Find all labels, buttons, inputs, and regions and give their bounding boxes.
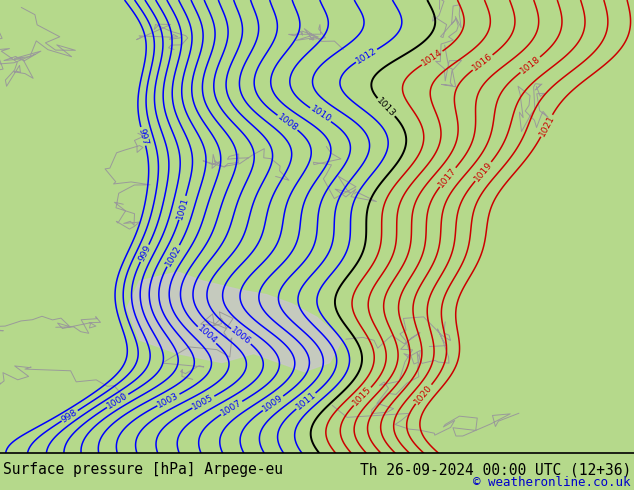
Text: © weatheronline.co.uk: © weatheronline.co.uk — [474, 476, 631, 489]
Text: 1009: 1009 — [261, 393, 285, 414]
Text: 1000: 1000 — [105, 391, 130, 411]
Text: 1016: 1016 — [470, 52, 495, 73]
Text: 1012: 1012 — [354, 46, 378, 66]
Text: 1018: 1018 — [519, 54, 542, 75]
Text: 1011: 1011 — [294, 390, 318, 412]
Text: 1017: 1017 — [437, 166, 458, 189]
Text: 1006: 1006 — [229, 326, 253, 347]
Text: 1014: 1014 — [420, 48, 444, 68]
Text: 1007: 1007 — [219, 398, 243, 417]
Text: 1019: 1019 — [472, 160, 494, 183]
Text: 997: 997 — [137, 127, 150, 146]
Text: 999: 999 — [137, 244, 152, 263]
Text: 1005: 1005 — [191, 392, 216, 412]
Text: 1001: 1001 — [175, 196, 190, 220]
Polygon shape — [127, 272, 342, 371]
Text: Th 26-09-2024 00:00 UTC (12+36): Th 26-09-2024 00:00 UTC (12+36) — [359, 463, 631, 477]
Text: 1010: 1010 — [309, 105, 333, 125]
Text: 998: 998 — [60, 407, 79, 424]
Text: 1013: 1013 — [375, 96, 398, 119]
Text: 1020: 1020 — [413, 383, 434, 406]
Text: 1008: 1008 — [276, 112, 299, 133]
Text: 1003: 1003 — [156, 391, 181, 409]
Text: Surface pressure [hPa] Arpege-eu: Surface pressure [hPa] Arpege-eu — [3, 463, 283, 477]
Text: 1021: 1021 — [537, 114, 556, 138]
Text: 1015: 1015 — [351, 385, 373, 408]
Text: 1002: 1002 — [164, 244, 183, 268]
Text: 1004: 1004 — [195, 324, 219, 346]
